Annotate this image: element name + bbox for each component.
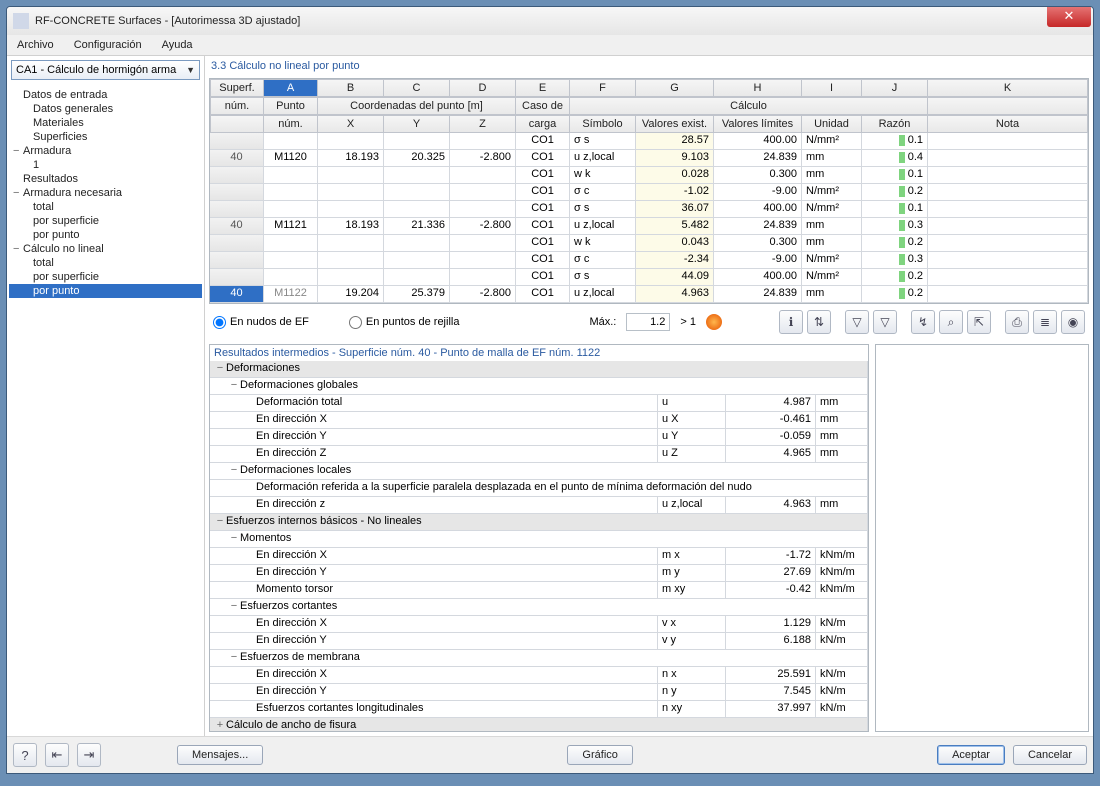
detail-row[interactable]: −Deformaciones globales (210, 378, 868, 395)
details-panel: Resultados intermedios - Superficie núm.… (209, 344, 869, 732)
detail-row[interactable]: En dirección Xn x25.591kN/m (210, 667, 868, 684)
preview-panel (875, 344, 1089, 732)
detail-row[interactable]: Deformación totalu4.987mm (210, 395, 868, 412)
tree-item[interactable]: Superficies (9, 130, 202, 144)
detail-row[interactable]: En dirección Xm x-1.72kNm/m (210, 548, 868, 565)
tree-item[interactable]: −Armadura (9, 144, 202, 158)
nav-tree: Datos de entradaDatos generalesMateriale… (7, 84, 204, 736)
tree-item[interactable]: por superficie (9, 214, 202, 228)
max-value-input[interactable] (626, 313, 670, 331)
toolbar-button[interactable]: ℹ (779, 310, 803, 334)
details-grid: −Deformaciones−Deformaciones globalesDef… (210, 361, 868, 731)
window-title: RF-CONCRETE Surfaces - [Autorimessa 3D a… (35, 15, 1087, 27)
detail-row[interactable]: −Deformaciones locales (210, 463, 868, 480)
radio-grid-points-label: En puntos de rejilla (366, 316, 460, 328)
toolbar-button[interactable]: ⌕ (939, 310, 963, 334)
tree-item[interactable]: Datos generales (9, 102, 202, 116)
radio-fe-nodes-label: En nudos de EF (230, 316, 309, 328)
footer: ? ⇤ ⇥ Mensajes... Gráfico Aceptar Cancel… (7, 736, 1093, 773)
tree-item[interactable]: 1 (9, 158, 202, 172)
detail-row[interactable]: −Momentos (210, 531, 868, 548)
warning-face-icon (706, 314, 722, 330)
detail-row[interactable]: En dirección Yu Y-0.059mm (210, 429, 868, 446)
max-condition: > 1 (680, 316, 696, 328)
detail-row[interactable]: En dirección zu z,local4.963mm (210, 497, 868, 514)
tree-item[interactable]: total (9, 200, 202, 214)
app-icon (13, 13, 29, 29)
detail-row[interactable]: En dirección Xv x1.129kN/m (210, 616, 868, 633)
radio-fe-nodes[interactable]: En nudos de EF (213, 316, 309, 329)
chevron-down-icon: ▼ (186, 65, 195, 75)
detail-row[interactable]: En dirección Zu Z4.965mm (210, 446, 868, 463)
detail-row[interactable]: +Cálculo de ancho de fisura (210, 718, 868, 731)
cancel-button[interactable]: Cancelar (1013, 745, 1087, 765)
combo-label: CA1 - Cálculo de hormigón arma (16, 64, 176, 76)
tree-item[interactable]: −Armadura necesaria (9, 186, 202, 200)
sidebar: CA1 - Cálculo de hormigón arma ▼ Datos d… (7, 56, 205, 736)
tree-item[interactable]: Datos de entrada (9, 88, 202, 102)
detail-row[interactable]: Esfuerzos cortantes longitudinalesn xy37… (210, 701, 868, 718)
prev-button[interactable]: ⇤ (45, 743, 69, 767)
close-button[interactable]: ✕ (1047, 7, 1091, 27)
menu-config[interactable]: Configuración (70, 37, 146, 53)
tree-item[interactable]: total (9, 256, 202, 270)
detail-row[interactable]: −Esfuerzos de membrana (210, 650, 868, 667)
toolbar-button[interactable]: ◉ (1061, 310, 1085, 334)
results-grid: Superf.ABCDEFGHIJKnúm.PuntoCoordenadas d… (209, 78, 1089, 304)
radio-fe-nodes-input[interactable] (213, 316, 226, 329)
detail-row[interactable]: −Deformaciones (210, 361, 868, 378)
toolbar-button[interactable]: ▽ (873, 310, 897, 334)
main-pane: 3.3 Cálculo no lineal por punto Superf.A… (205, 56, 1093, 736)
toolbar-button[interactable]: ⇅ (807, 310, 831, 334)
detail-row[interactable]: Momento torsorm xy-0.42kNm/m (210, 582, 868, 599)
help-button[interactable]: ? (13, 743, 37, 767)
content-pane: CA1 - Cálculo de hormigón arma ▼ Datos d… (7, 56, 1093, 736)
detail-row[interactable]: −Esfuerzos internos básicos - No lineale… (210, 514, 868, 531)
tree-item[interactable]: −Cálculo no lineal (9, 242, 202, 256)
radio-grid-points-input[interactable] (349, 316, 362, 329)
max-label: Máx.: (589, 316, 616, 328)
app-window: RF-CONCRETE Surfaces - [Autorimessa 3D a… (6, 6, 1094, 774)
grid-body: CO1σ s28.57400.00N/mm²0.140M112018.19320… (210, 133, 1088, 303)
details-area: Resultados intermedios - Superficie núm.… (209, 344, 1089, 732)
next-button[interactable]: ⇥ (77, 743, 101, 767)
case-combo[interactable]: CA1 - Cálculo de hormigón arma ▼ (11, 60, 200, 80)
menu-help[interactable]: Ayuda (158, 37, 197, 53)
menu-bar: Archivo Configuración Ayuda (7, 35, 1093, 56)
detail-row[interactable]: En dirección Yn y7.545kN/m (210, 684, 868, 701)
detail-row[interactable]: En dirección Xu X-0.461mm (210, 412, 868, 429)
tree-item[interactable]: por punto (9, 228, 202, 242)
toolbar-button[interactable]: ⇱ (967, 310, 991, 334)
options-row: En nudos de EF En puntos de rejilla Máx.… (209, 304, 1089, 340)
messages-button[interactable]: Mensajes... (177, 745, 263, 765)
ok-button[interactable]: Aceptar (937, 745, 1005, 765)
tree-item[interactable]: Materiales (9, 116, 202, 130)
radio-grid-points[interactable]: En puntos de rejilla (349, 316, 460, 329)
tree-item[interactable]: por punto (9, 284, 202, 298)
toolbar-button[interactable]: ≣ (1033, 310, 1057, 334)
grid-header: Superf.ABCDEFGHIJKnúm.PuntoCoordenadas d… (210, 79, 1088, 133)
toolbar-button[interactable]: ↯ (911, 310, 935, 334)
tree-item[interactable]: por superficie (9, 270, 202, 284)
detail-row[interactable]: −Esfuerzos cortantes (210, 599, 868, 616)
details-title: Resultados intermedios - Superficie núm.… (210, 345, 868, 361)
title-bar: RF-CONCRETE Surfaces - [Autorimessa 3D a… (7, 7, 1093, 35)
section-heading: 3.3 Cálculo no lineal por punto (209, 56, 1089, 78)
detail-row[interactable]: En dirección Ym y27.69kNm/m (210, 565, 868, 582)
toolbar-button[interactable]: ▽ (845, 310, 869, 334)
menu-file[interactable]: Archivo (13, 37, 58, 53)
grid-toolbar: ℹ⇅ ▽▽ ↯⌕⇱ ⎙≣◉ (779, 310, 1085, 334)
tree-item[interactable]: Resultados (9, 172, 202, 186)
toolbar-button[interactable]: ⎙ (1005, 310, 1029, 334)
graphic-button[interactable]: Gráfico (567, 745, 632, 765)
detail-row[interactable]: Deformación referida a la superficie par… (210, 480, 868, 497)
detail-row[interactable]: En dirección Yv y6.188kN/m (210, 633, 868, 650)
